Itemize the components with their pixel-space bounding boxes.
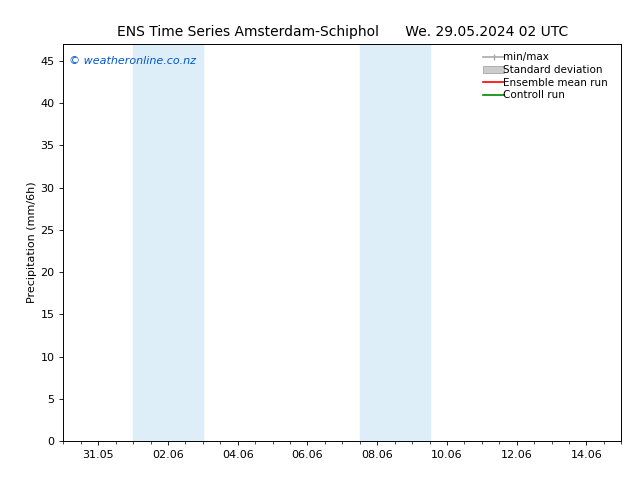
Legend: min/max, Standard deviation, Ensemble mean run, Controll run: min/max, Standard deviation, Ensemble me… — [480, 49, 616, 103]
Text: © weatheronline.co.nz: © weatheronline.co.nz — [69, 56, 196, 66]
Y-axis label: Precipitation (mm/6h): Precipitation (mm/6h) — [27, 182, 37, 303]
Title: ENS Time Series Amsterdam-Schiphol      We. 29.05.2024 02 UTC: ENS Time Series Amsterdam-Schiphol We. 2… — [117, 25, 568, 39]
Bar — [359, 44, 429, 441]
Bar — [133, 44, 203, 441]
